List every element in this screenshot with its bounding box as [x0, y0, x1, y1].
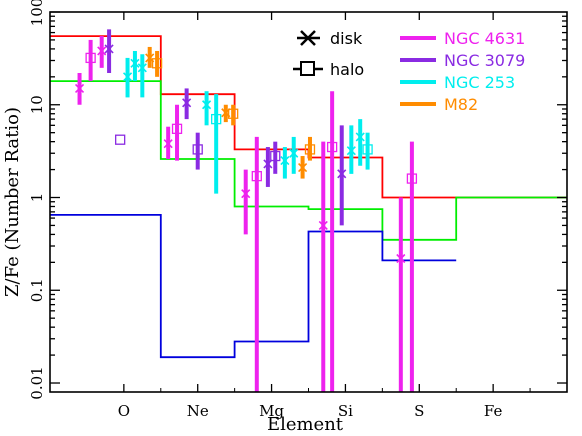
x-marker — [318, 220, 328, 230]
x-marker — [97, 46, 107, 56]
x-marker — [122, 72, 133, 82]
x-marker — [137, 63, 147, 73]
x-marker — [263, 159, 273, 169]
data-point-m82-18 — [228, 104, 239, 126]
data-point-ngc-3079-13 — [182, 88, 192, 120]
square-marker — [228, 108, 239, 119]
data-point-ngc-253-31 — [355, 119, 365, 166]
y-axis: 0.01 0.1 1 10 100 — [28, 0, 567, 400]
square-marker — [211, 113, 222, 125]
x-tick-label-o: O — [118, 402, 130, 420]
data-point-m82-26 — [304, 136, 316, 161]
x-marker — [298, 163, 308, 173]
legend-ngc-253: NGC 253 — [400, 73, 515, 92]
data-point-ngc-4631-27 — [318, 141, 328, 392]
square-marker — [270, 150, 281, 162]
legend-ngc-3079: NGC 3079 — [400, 51, 525, 70]
data-point-ngc-3079-22 — [270, 141, 281, 174]
data-point-m82-25 — [298, 156, 308, 179]
square-marker — [326, 141, 338, 153]
data-point-ngc-4631-20 — [251, 136, 262, 392]
x-tick-label-fe: Fe — [484, 402, 503, 420]
data-point-ngc-3079-14 — [192, 132, 203, 170]
data-point-ngc-253-23 — [280, 147, 290, 179]
x-marker — [163, 139, 173, 149]
x-tick-label-si: Si — [338, 402, 353, 420]
data-point-m82-10 — [151, 50, 163, 77]
legend-halo: halo — [293, 60, 364, 79]
data-point-ngc-4631-12 — [171, 104, 183, 161]
data-point-ngc-4631-19 — [241, 169, 251, 235]
x-marker — [337, 169, 347, 179]
data-point-ngc-3079-5 — [115, 134, 126, 145]
data-point-ngc-4631-33 — [396, 197, 406, 392]
data-point-ngc-253-16 — [211, 94, 222, 194]
x-marker — [346, 146, 356, 156]
legend-m82: M82 — [400, 95, 478, 114]
x-marker — [130, 58, 140, 68]
legend-symbols: disk halo — [293, 29, 364, 79]
square-marker-icon — [300, 61, 315, 76]
legend-disk: disk — [297, 29, 363, 48]
data-point-ngc-4631-3 — [97, 36, 107, 68]
x-marker — [202, 100, 212, 110]
legend-disk-label: disk — [330, 29, 363, 48]
data-point-ngc-3079-21 — [263, 147, 273, 187]
square-marker — [406, 173, 418, 184]
data-point-ngc-4631-2 — [85, 39, 96, 82]
legend-ngc-4631: NGC 4631 — [400, 29, 525, 48]
x-marker — [289, 148, 299, 158]
x-marker — [74, 83, 85, 93]
model-line-3 — [50, 214, 457, 359]
data-point-ngc-4631-34 — [406, 141, 418, 392]
x-tick-label-mg: Mg — [259, 402, 284, 420]
legend-label: NGC 253 — [444, 73, 515, 92]
data-point-ngc-4631-11 — [163, 126, 173, 160]
y-tick-label: 100 — [28, 0, 46, 26]
data-point-ngc-253-7 — [130, 50, 140, 82]
x-marker — [241, 189, 251, 199]
data-point-ngc-4631-1 — [74, 72, 85, 105]
legend-label: NGC 3079 — [444, 51, 525, 70]
legend-halo-label: halo — [330, 60, 364, 79]
legend-label: NGC 4631 — [444, 29, 525, 48]
y-tick-label: 0.01 — [28, 366, 46, 399]
square-marker — [85, 52, 96, 64]
x-axis: O Ne Mg Si S Fe — [118, 12, 531, 420]
data-point-ngc-253-6 — [122, 57, 133, 98]
y-axis-title: Z/Fe (Number Ratio) — [2, 107, 23, 297]
model-line-2 — [50, 80, 567, 241]
y-tick-label: 1 — [28, 193, 46, 203]
data-point-ngc-253-8 — [137, 54, 147, 98]
x-marker-icon — [300, 30, 316, 46]
data-point-ngc-3079-4 — [104, 29, 114, 73]
x-marker — [104, 44, 114, 54]
x-marker — [182, 98, 192, 108]
square-marker — [251, 170, 262, 182]
y-tick-label: 0.1 — [28, 278, 46, 302]
square-marker — [171, 123, 183, 134]
x-tick-label-s: S — [414, 402, 424, 420]
square-marker — [362, 144, 373, 155]
measurements — [74, 29, 418, 392]
data-point-ngc-253-30 — [346, 125, 356, 174]
legend-galaxies: NGC 4631 NGC 3079 NGC 253 M82 — [400, 29, 525, 114]
data-point-ngc-3079-29 — [337, 125, 347, 226]
data-point-ngc-253-32 — [362, 132, 373, 170]
data-point-ngc-253-24 — [289, 136, 299, 174]
square-marker — [192, 144, 203, 155]
x-axis-title: Element — [267, 414, 344, 435]
x-marker — [355, 132, 365, 142]
y-tick-label: 10 — [28, 95, 46, 114]
legend-label: M82 — [444, 95, 478, 114]
x-marker — [280, 156, 290, 166]
x-marker — [396, 253, 406, 264]
square-marker — [304, 144, 316, 155]
x-tick-label-ne: Ne — [187, 402, 209, 420]
data-point-ngc-253-15 — [202, 91, 212, 126]
data-point-ngc-4631-28 — [326, 91, 338, 392]
square-marker — [151, 58, 163, 69]
square-marker — [115, 134, 126, 145]
